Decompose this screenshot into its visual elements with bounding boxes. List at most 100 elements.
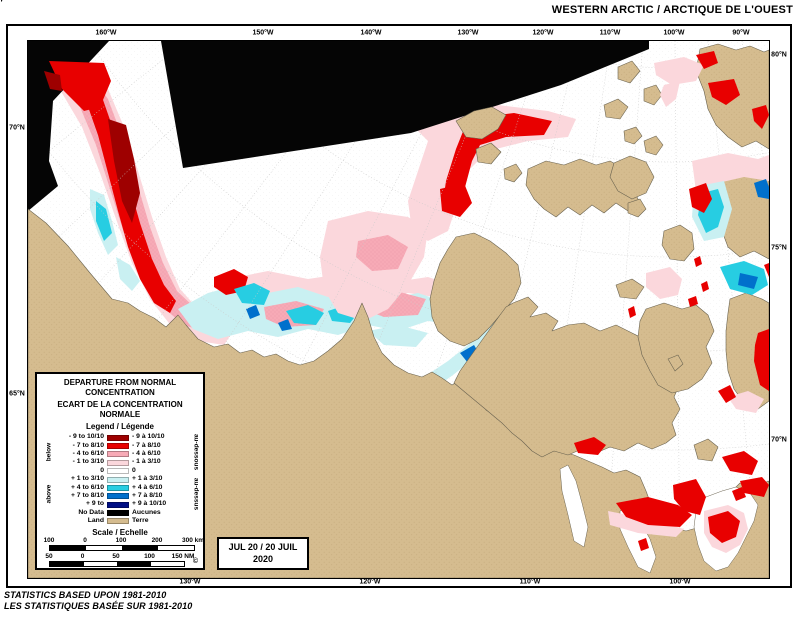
mainland — [28, 208, 769, 578]
axis-tick-label: 110°W — [599, 29, 621, 37]
axis-tick-label: 90°W — [732, 29, 750, 37]
statistics-note: STATISTICS BASED UPON 1981-2010 LES STAT… — [4, 590, 192, 613]
legend-row: Land Terre — [37, 517, 203, 525]
axis-tick-label: 80°N — [771, 51, 787, 59]
scale-bar-label: 300 km — [181, 536, 205, 544]
coastal-anomalies — [574, 51, 769, 553]
legend-title-en: DEPARTURE FROM NORMAL CONCENTRATION — [63, 378, 177, 397]
legend-label-fr: Aucunes — [132, 508, 161, 516]
legend-color-chip — [107, 459, 129, 466]
axis-tick-label: 110°W — [519, 578, 541, 586]
king-william-island — [693, 438, 719, 462]
island — [503, 163, 523, 183]
axis-tick-label: 130°W — [179, 578, 201, 586]
legend-row: - 7 to 8/10 - 7 à 8/10 — [37, 442, 203, 450]
legend-color-chip — [107, 518, 129, 525]
sheet-frame — [6, 24, 792, 588]
scale-bar-label: 150 NM — [171, 552, 195, 560]
scale-bar-label: 200 — [151, 536, 163, 544]
legend-label-en: Land — [87, 517, 104, 525]
anomaly-red-over-wedge — [49, 61, 111, 111]
legend-box: DEPARTURE FROM NORMAL CONCENTRATION ECAR… — [35, 372, 205, 570]
scale-bar-label: 50 — [112, 552, 120, 560]
legend-color-chip — [107, 451, 129, 458]
legend-label-en: - 7 to 8/10 — [72, 441, 104, 449]
scale-bar-km: 100 0 100 200 300 km — [44, 536, 205, 553]
scale-bar-segments — [49, 560, 185, 567]
legend-color-chip — [107, 501, 129, 508]
island — [623, 126, 643, 145]
legend-row: - 4 to 6/10 - 4 à 6/10 — [37, 450, 203, 458]
legend-label-en: - 9 to 10/10 — [68, 433, 104, 441]
axis-tick-label: 17 — [0, 0, 4, 4]
legend-side-audessous: au-dessous — [192, 433, 200, 471]
victoria-island — [453, 296, 683, 458]
legend-color-chip — [107, 434, 129, 441]
legend-label-en: + 9 to — [86, 500, 104, 508]
prince-patrick-island — [455, 106, 507, 140]
island — [615, 278, 645, 300]
anomaly-darkred-over-wedge — [44, 71, 62, 91]
legend-color-chip — [107, 476, 129, 483]
statistics-note-fr: LES STATISTIQUES BASÉE SUR 1981-2010 — [4, 601, 193, 612]
axis-tick-label: 160°W — [95, 29, 117, 37]
legend-side-above: above — [45, 484, 53, 504]
legend-row: + 7 to 8/10 + 7 à 8/10 — [37, 492, 203, 500]
fjord — [559, 464, 589, 548]
legend-label-fr: - 9 à 10/10 — [132, 433, 165, 441]
axis-tick-label: 130°W — [457, 29, 479, 37]
island — [667, 354, 684, 372]
legend-heading: Legend / Légende — [85, 422, 154, 432]
legend-row: No Data Aucunes — [37, 509, 203, 517]
legend-label-en: + 4 to 6/10 — [70, 483, 104, 491]
axis-tick-label: 100°W — [669, 578, 691, 586]
axis-tick-label: 75°N — [771, 244, 787, 252]
legend-side-below: below — [45, 442, 53, 462]
legend-label-fr: + 9 à 10/10 — [132, 500, 167, 508]
axis-tick-label: 70°N — [9, 124, 25, 132]
legend-label-en: - 1 to 3/10 — [72, 458, 104, 466]
island — [475, 142, 502, 165]
statistics-note-en: STATISTICS BASED UPON 1981-2010 — [4, 590, 167, 600]
scale-heading: Scale / Echelle — [92, 527, 148, 537]
legend-row: + 4 to 6/10 + 4 à 6/10 — [37, 484, 203, 492]
legend-label-en: - 4 to 6/10 — [72, 449, 104, 457]
legend-label-fr: 0 — [132, 466, 136, 474]
land-masses — [28, 43, 769, 578]
legend-rows: - 9 to 10/10 - 9 à 10/10 - 7 to 8/10 - 7 à … — [37, 433, 203, 525]
island — [643, 135, 664, 156]
bathurst-island — [609, 155, 655, 200]
legend-label-en: 0 — [100, 466, 104, 474]
legend-side-audessus: au-dessus — [192, 477, 200, 511]
legend-label-fr: + 4 à 6/10 — [132, 483, 163, 491]
legend-row: - 1 to 3/10 - 1 à 3/10 — [37, 459, 203, 467]
legend-label-fr: - 7 à 8/10 — [132, 441, 161, 449]
legend-title-fr: ECART DE LA CONCENTRATION NORMALE — [57, 400, 183, 419]
scale-bar-nm: 50 0 50 100 150 NM — [45, 552, 203, 569]
legend-row: - 9 to 10/10 - 9 à 10/10 — [37, 433, 203, 441]
legend-label-en: No Data — [78, 508, 104, 516]
island — [627, 198, 647, 218]
legend-row: + 1 to 3/10 + 1 à 3/10 — [37, 475, 203, 483]
scale-bar-label: 100 — [43, 536, 55, 544]
axis-tick-label: 65°N — [9, 390, 25, 398]
axis-tick-label: 140°W — [360, 29, 382, 37]
copyright-mark: © — [192, 558, 198, 565]
scale-bar-label: 100 — [144, 552, 155, 560]
island — [617, 60, 641, 84]
axis-tick-label: 120°W — [532, 29, 554, 37]
date-box: JUL 20 / 20 JUIL 2020 — [217, 537, 309, 570]
legend-label-fr: + 7 à 8/10 — [132, 491, 163, 499]
axis-tick-label: 150°W — [252, 29, 274, 37]
legend-color-chip — [107, 484, 129, 491]
date-line1: JUL 20 / 20 JUIL — [228, 542, 298, 552]
scale-bar-label: 100 — [115, 536, 127, 544]
legend-label-en: + 7 to 8/10 — [70, 491, 104, 499]
legend-color-chip — [107, 442, 129, 449]
banks-island — [429, 232, 522, 347]
scale-bar-label: 0 — [83, 536, 87, 544]
legend-row: + 9 to + 9 à 10/10 — [37, 500, 203, 509]
legend-label-en: + 1 to 3/10 — [70, 475, 104, 483]
